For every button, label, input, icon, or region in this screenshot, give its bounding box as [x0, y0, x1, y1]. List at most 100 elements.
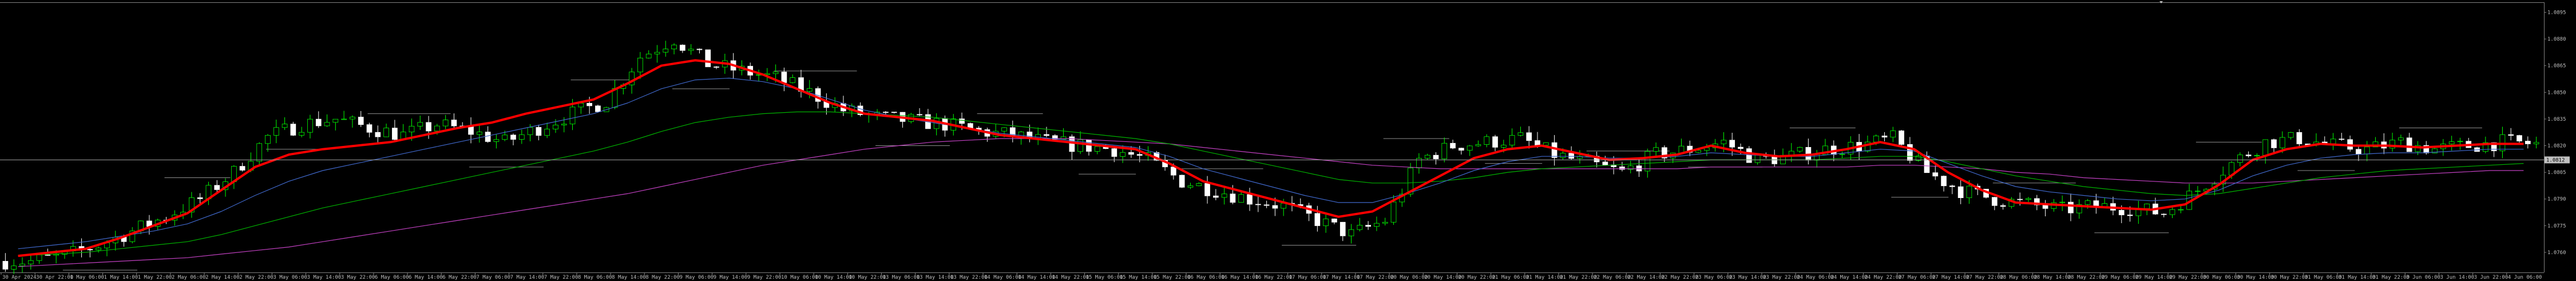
- candle-body: [1314, 213, 1321, 226]
- candle-body: [1221, 193, 1227, 198]
- time-tick-label: 16 May 14:00: [1221, 275, 1258, 280]
- time-tick-label: 31 May 06:00: [2305, 275, 2342, 280]
- candle-body: [129, 231, 136, 242]
- candle-body: [714, 66, 719, 68]
- time-tick-label: 23 May 14:00: [1729, 275, 1766, 280]
- scroll-marker-icon[interactable]: [2159, 1, 2163, 3]
- candle-body: [629, 72, 635, 85]
- candle-body: [307, 118, 313, 133]
- time-tick-label: 28 May 22:00: [2068, 275, 2105, 280]
- candle-body: [2516, 135, 2522, 141]
- candle-body: [1535, 140, 1540, 146]
- candle-body: [1128, 152, 1134, 155]
- candle-body: [2296, 132, 2302, 144]
- candle-body: [1348, 229, 1354, 236]
- time-tick-label: 3 May 06:00: [273, 275, 307, 280]
- time-tick-label: 29 May 14:00: [2135, 275, 2173, 280]
- candle-body: [1136, 154, 1143, 156]
- candle-body: [2034, 198, 2040, 205]
- time-tick-label: 9 May 14:00: [714, 275, 748, 280]
- candle-body: [1069, 136, 1075, 152]
- time-tick-label: 7 May 14:00: [510, 275, 545, 280]
- time-tick-label: 21 May 14:00: [1526, 275, 1563, 280]
- time-tick-label: 9 May 06:00: [679, 275, 714, 280]
- price-tick-label: 1.0790: [2547, 197, 2566, 203]
- candle-body: [409, 126, 415, 133]
- candle-body: [1839, 153, 1845, 155]
- candle-body: [1323, 218, 1329, 226]
- time-tick-label: 31 May 14:00: [2339, 275, 2376, 280]
- time-tick-label: 6 May 22:00: [442, 275, 477, 280]
- candle-body: [2, 261, 9, 270]
- candle-body: [1941, 176, 1947, 187]
- candle-body: [189, 197, 195, 213]
- moving-average-lines: [18, 59, 2524, 267]
- candle-body: [341, 118, 347, 120]
- time-tick-label: 1 May 06:00: [70, 275, 104, 280]
- time-tick-label: 22 May 06:00: [1594, 275, 1631, 280]
- candle-body: [315, 118, 322, 126]
- time-tick-label: 27 May 22:00: [1966, 275, 2003, 280]
- candle-body: [527, 127, 533, 135]
- time-tick-label: 22 May 22:00: [1661, 275, 1698, 280]
- candle-body: [2195, 191, 2201, 192]
- candle-body: [510, 134, 516, 140]
- candle-body: [1272, 205, 1278, 209]
- candle-body: [392, 128, 398, 140]
- time-tick-label: 20 May 06:00: [1390, 275, 1428, 280]
- time-tick-label: 24 May 22:00: [1865, 275, 1902, 280]
- candle-body: [1797, 147, 1803, 152]
- candle-body: [806, 88, 813, 92]
- candle-body: [2491, 142, 2497, 152]
- time-tick-label: 17 May 22:00: [1357, 275, 1394, 280]
- candle-body: [11, 266, 17, 270]
- candle-body: [2415, 145, 2421, 152]
- candle-body: [1094, 146, 1100, 152]
- candle-body: [19, 263, 25, 266]
- candle-body: [273, 127, 279, 136]
- candle-body: [1424, 155, 1430, 159]
- candle-body: [1467, 145, 1473, 151]
- candle-body: [1899, 130, 1904, 145]
- candle-body: [1187, 185, 1194, 188]
- candle-body: [476, 132, 482, 135]
- time-tick-label: 3 May 14:00: [307, 275, 342, 280]
- time-tick-label: 7 May 06:00: [476, 275, 510, 280]
- candle-body: [2127, 215, 2133, 216]
- candle-body: [1873, 136, 1879, 143]
- time-tick-label: 8 May 14:00: [612, 275, 646, 280]
- time-tick-label: 15 May 14:00: [1120, 275, 1157, 280]
- candle-body: [426, 122, 431, 132]
- candle-body: [1907, 144, 1913, 161]
- candle-body: [671, 45, 677, 50]
- candle-body: [1517, 132, 1524, 136]
- moving-average-line: [18, 138, 2524, 267]
- time-tick-label: 24 May 06:00: [1797, 275, 1834, 280]
- time-tick-label: 30 May 06:00: [2203, 275, 2240, 280]
- candle-body: [1568, 153, 1575, 159]
- time-tick-label: 29 May 22:00: [2169, 275, 2206, 280]
- time-tick-label: 13 May 22:00: [950, 275, 988, 280]
- candle-body: [256, 143, 263, 162]
- candle-body: [586, 102, 592, 106]
- candle-body: [2483, 142, 2488, 152]
- price-tick-label: 1.0760: [2547, 250, 2566, 256]
- time-tick-label: 20 May 14:00: [1424, 275, 1461, 280]
- candle-body: [1052, 135, 1058, 140]
- candle-body: [96, 247, 101, 251]
- time-tick-label: 31 May 22:00: [2372, 275, 2409, 280]
- candle-body: [1339, 221, 1346, 236]
- candle-body: [1374, 223, 1380, 227]
- time-tick-label: 24 May 14:00: [1830, 275, 1868, 280]
- price-tick-label: 1.0850: [2547, 90, 2566, 96]
- time-tick-label: 6 May 14:00: [409, 275, 443, 280]
- candle-body: [2169, 209, 2175, 215]
- candle-body: [2118, 209, 2125, 215]
- candle-body: [1619, 167, 1625, 170]
- candle-body: [332, 118, 339, 123]
- current-price-label: 1.0812: [2546, 157, 2565, 163]
- time-tick-label: 29 May 06:00: [2102, 275, 2139, 280]
